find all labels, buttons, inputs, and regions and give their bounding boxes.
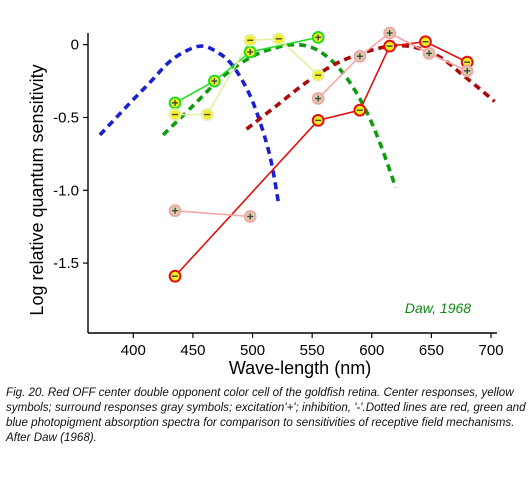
data-point	[207, 74, 221, 88]
data-point	[419, 35, 432, 49]
series-line-6	[174, 209, 251, 218]
data-point	[311, 68, 325, 82]
x-tick-label: 500	[240, 342, 265, 359]
y-axis-label: Log relative quantum sensitivity	[27, 64, 47, 315]
data-point	[168, 204, 182, 218]
y-tick-label: -1.0	[53, 182, 79, 199]
data-lines-layer	[174, 32, 468, 277]
data-point	[460, 64, 474, 78]
data-point	[311, 113, 325, 127]
x-axis-label: Wave-length (nm)	[229, 358, 371, 378]
y-tick-label: -1.5	[53, 255, 79, 272]
dashed-spectrum-red_dash	[245, 43, 496, 131]
x-tick-label: 600	[359, 342, 384, 359]
data-point	[243, 210, 257, 223]
x-tick-label: 400	[121, 342, 146, 359]
x-tick-label: 450	[180, 342, 205, 359]
dashed-spectrum-blue_dash	[98, 44, 281, 206]
data-point	[243, 45, 257, 59]
x-tick-label: 650	[419, 342, 444, 359]
dashed-spectrum-green_dash	[161, 42, 398, 188]
data-point	[383, 26, 397, 40]
data-point	[353, 103, 367, 117]
x-tick-label: 550	[300, 342, 325, 359]
data-point	[243, 33, 257, 47]
tick-labels: 400 450 500 550 600 650 700 0 -0.5 -1.0 -1.5	[53, 37, 503, 359]
data-point	[311, 30, 325, 44]
data-point	[383, 39, 397, 53]
chart: 400 450 500 550 600 650 700 0 -0.5 -1.0 -1.5 Wave-…	[27, 26, 504, 378]
data-point	[422, 46, 436, 60]
figure-caption: Fig. 20. Red OFF center double opponent …	[6, 386, 526, 444]
data-markers-layer	[168, 26, 474, 283]
data-point	[272, 32, 286, 46]
y-tick-label: -0.5	[53, 109, 79, 126]
annotation-daw-1968: Daw, 1968	[405, 300, 471, 316]
data-point	[168, 269, 182, 283]
x-tick-label: 700	[479, 342, 504, 359]
data-point	[200, 108, 214, 121]
y-tick-label: 0	[71, 37, 79, 54]
axes	[83, 33, 497, 338]
data-point	[168, 96, 182, 110]
data-point	[311, 92, 325, 105]
data-point	[353, 49, 367, 63]
series-line-5	[174, 40, 468, 277]
dashed-spectra-layer	[98, 42, 496, 206]
data-point	[168, 108, 182, 121]
